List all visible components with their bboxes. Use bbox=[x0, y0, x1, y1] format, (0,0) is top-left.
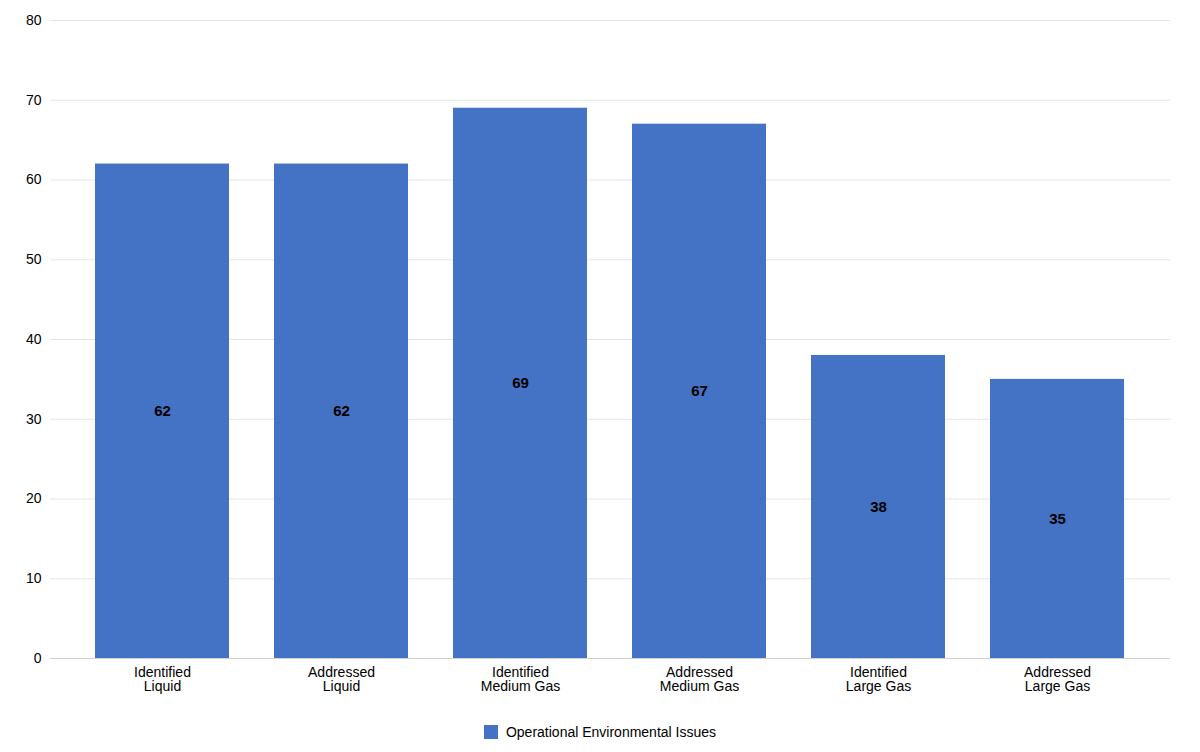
svg-text:AddressedLarge Gas: AddressedLarge Gas bbox=[1024, 664, 1091, 694]
svg-text:30: 30 bbox=[26, 411, 42, 427]
svg-text:IdentifiedMedium Gas: IdentifiedMedium Gas bbox=[481, 664, 560, 694]
svg-text:IdentifiedLarge Gas: IdentifiedLarge Gas bbox=[846, 664, 911, 694]
svg-text:60: 60 bbox=[26, 171, 42, 187]
svg-text:50: 50 bbox=[26, 251, 42, 267]
svg-text:38: 38 bbox=[870, 498, 887, 515]
svg-text:67: 67 bbox=[691, 382, 708, 399]
svg-text:69: 69 bbox=[512, 374, 529, 391]
svg-text:35: 35 bbox=[1049, 510, 1066, 527]
svg-text:AddressedLiquid: AddressedLiquid bbox=[308, 664, 375, 694]
svg-text:AddressedMedium Gas: AddressedMedium Gas bbox=[660, 664, 739, 694]
svg-text:10: 10 bbox=[26, 570, 42, 586]
svg-text:40: 40 bbox=[26, 331, 42, 347]
svg-text:70: 70 bbox=[26, 92, 42, 108]
html-text:Operational Environmental Issu: Operational Environmental Issues bbox=[505, 724, 716, 740]
svg-text:0: 0 bbox=[34, 650, 42, 666]
svg-text:62: 62 bbox=[333, 402, 350, 419]
svg-text:80: 80 bbox=[26, 12, 42, 28]
svg-text:20: 20 bbox=[26, 490, 42, 506]
svg-text:IdentifiedLiquid: IdentifiedLiquid bbox=[134, 664, 191, 694]
svg-text:62: 62 bbox=[154, 402, 171, 419]
